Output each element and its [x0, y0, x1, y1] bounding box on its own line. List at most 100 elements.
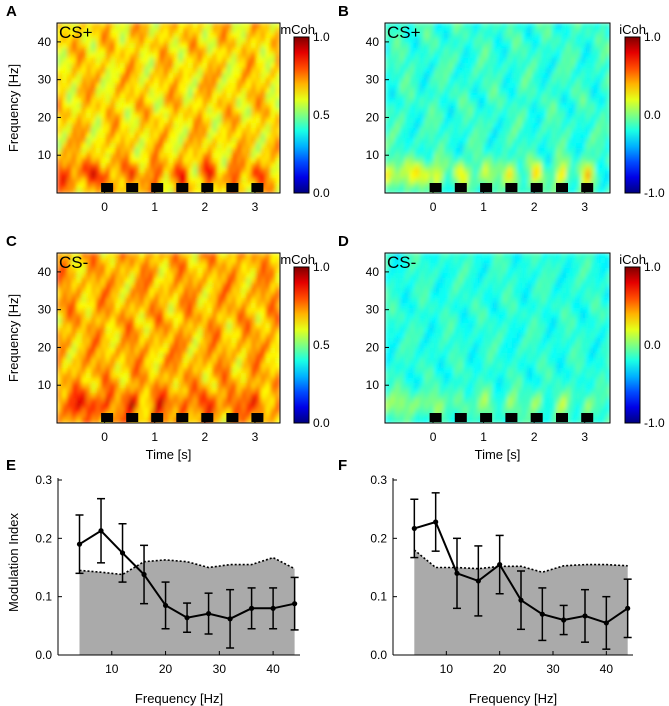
heat-cell	[275, 353, 281, 359]
heat-cell	[124, 328, 131, 334]
heat-cell	[66, 253, 73, 259]
heat-cell	[551, 78, 557, 84]
heat-cell	[236, 363, 242, 369]
heat-cell	[163, 403, 170, 409]
heat-cell	[517, 158, 523, 164]
heat-cell	[487, 158, 494, 164]
heat-cell	[115, 58, 121, 64]
heat-cell	[419, 38, 425, 44]
heat-cell	[241, 343, 247, 349]
heat-cell	[61, 168, 68, 174]
heat-cell	[246, 353, 252, 359]
heat-cell	[212, 378, 218, 384]
heat-cell	[556, 253, 562, 259]
heat-cell	[487, 63, 494, 69]
heat-cell	[265, 178, 271, 184]
heat-cell	[231, 343, 237, 349]
heat-cell	[61, 408, 68, 414]
heat-cell	[168, 43, 174, 49]
heat-cell	[575, 33, 582, 39]
heat-cell	[448, 88, 455, 94]
heat-cell	[556, 158, 562, 164]
heat-cell	[536, 58, 543, 64]
heat-cell	[492, 173, 499, 179]
heat-cell	[226, 293, 233, 299]
heat-cell	[389, 163, 396, 169]
heat-cell	[178, 363, 184, 369]
heat-cell	[241, 148, 247, 154]
heat-cell	[468, 123, 474, 129]
heat-cell	[90, 253, 97, 259]
heat-cell	[394, 128, 401, 134]
heat-cell	[399, 263, 406, 269]
heat-cell	[385, 263, 391, 269]
heat-cell	[115, 373, 121, 379]
heat-cell	[531, 178, 538, 184]
heat-cell	[163, 148, 170, 154]
heat-cell	[202, 58, 208, 64]
heat-cell	[173, 308, 179, 314]
heat-cell	[521, 48, 528, 54]
heat-cell	[105, 123, 111, 129]
heat-cell	[236, 268, 242, 274]
heat-cell	[81, 408, 87, 414]
heat-cell	[139, 108, 145, 114]
heat-cell	[115, 168, 121, 174]
heat-cell	[246, 288, 252, 294]
heat-cell	[202, 108, 208, 114]
heat-cell	[463, 78, 469, 84]
heat-cell	[453, 48, 459, 54]
heat-cell	[231, 318, 237, 324]
heat-cell	[595, 113, 601, 119]
heat-cell	[183, 23, 189, 29]
heat-cell	[453, 113, 459, 119]
heat-cell	[134, 253, 141, 259]
heat-cell	[105, 333, 111, 339]
heat-cell	[453, 98, 459, 104]
heat-cell	[168, 183, 174, 189]
stimulus-marker	[201, 413, 214, 422]
heat-cell	[115, 138, 121, 144]
heat-cell	[202, 43, 208, 49]
heat-cell	[86, 168, 92, 174]
heat-cell	[66, 313, 73, 319]
heat-cell	[419, 33, 425, 39]
heat-cell	[144, 183, 150, 189]
heat-cell	[255, 178, 262, 184]
heat-cell	[275, 173, 281, 179]
heat-cell	[153, 288, 160, 294]
heat-cell	[120, 318, 126, 324]
heat-cell	[526, 123, 533, 129]
heat-cell	[507, 33, 513, 39]
heat-cell	[149, 373, 155, 379]
heat-cell	[507, 108, 513, 114]
heat-cell	[57, 133, 63, 139]
heat-cell	[207, 143, 213, 149]
heat-cell	[394, 78, 401, 84]
heat-cell	[110, 253, 116, 259]
heat-cell	[95, 373, 102, 379]
heat-cell	[275, 98, 281, 104]
heat-cell	[246, 48, 252, 54]
heat-cell	[512, 153, 518, 159]
heat-cell	[76, 133, 82, 139]
heat-cell	[120, 298, 126, 304]
heat-cell	[202, 308, 208, 314]
heat-cell	[105, 363, 111, 369]
heat-cell	[100, 138, 107, 144]
heat-cell	[90, 413, 97, 419]
heat-cell	[212, 323, 218, 329]
heat-cell	[482, 103, 489, 109]
heat-cell	[61, 393, 68, 399]
heat-cell	[497, 153, 503, 159]
heat-cell	[168, 293, 174, 299]
heat-cell	[255, 383, 262, 389]
heat-cell	[115, 308, 121, 314]
heat-cell	[429, 43, 435, 49]
heat-cell	[270, 383, 276, 389]
heat-cell	[260, 288, 267, 294]
x-tick-label: 3	[252, 430, 259, 444]
heat-cell	[178, 388, 184, 394]
heat-cell	[575, 108, 582, 114]
heat-cell	[139, 283, 145, 289]
